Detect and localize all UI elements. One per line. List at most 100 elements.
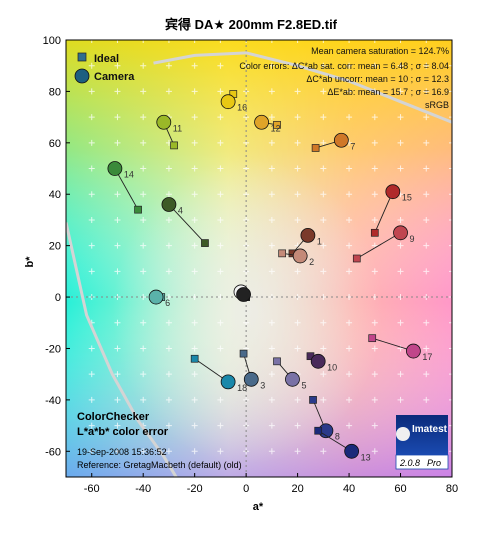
grid-cross [140, 319, 147, 326]
grid-cross [165, 191, 172, 198]
grid-cross [397, 62, 404, 69]
patch-camera-marker [107, 161, 123, 176]
grid-crosses [88, 40, 452, 455]
patch-ideal-marker [309, 396, 317, 404]
patch-ideal-marker [311, 144, 320, 152]
legend-ideal-swatch [77, 52, 87, 62]
y-tick-label: -60 [45, 446, 61, 458]
grid-cross [140, 88, 147, 95]
grid-cross [165, 319, 172, 326]
grid-cross [88, 345, 95, 352]
grid-cross [191, 165, 198, 172]
grid-cross [449, 448, 452, 455]
grid-cross [114, 191, 121, 198]
grid-cross [88, 448, 95, 455]
grid-cross [449, 191, 452, 198]
patch-number-label: 7 [350, 141, 355, 151]
grid-cross [397, 396, 404, 403]
grid-cross [191, 268, 198, 275]
grid-cross [165, 396, 172, 403]
grid-cross [423, 165, 430, 172]
y-tick-label: 0 [55, 292, 61, 304]
grid-cross [140, 242, 147, 249]
x-tick-label: 40 [343, 483, 355, 495]
patch-camera-marker [405, 343, 421, 359]
plot-frame [65, 39, 453, 478]
grid-cross [371, 396, 378, 403]
grid-cross [268, 448, 275, 455]
grid-cross [346, 268, 353, 275]
patch-ideal-marker [273, 357, 281, 366]
annotation-delta-e: ΔE*ab: mean = 15.7 ; σ = 16.9 [327, 87, 449, 97]
grid-cross [114, 371, 121, 378]
grid-cross [294, 396, 301, 403]
grid-cross [371, 139, 378, 146]
grid-cross [371, 319, 378, 326]
grid-cross [140, 114, 147, 121]
y-tick-label: 60 [49, 138, 61, 150]
grid-cross [423, 319, 430, 326]
grid-cross [140, 139, 147, 146]
grid-cross [320, 114, 327, 121]
srgb-gamut-boundary-left [66, 222, 178, 477]
y-tick-label: 100 [43, 35, 61, 47]
annotation-uncorr: ΔC*ab uncorr: mean = 10 ; σ = 12.3 [306, 74, 449, 84]
grid-cross [346, 422, 353, 429]
grid-cross [423, 268, 430, 275]
y-tick-label: 40 [49, 189, 61, 201]
patch-camera-marker [148, 289, 164, 305]
grid-cross [320, 165, 327, 172]
grid-cross [346, 62, 353, 69]
legend-camera-label: Camera [94, 71, 135, 83]
grid-cross [294, 114, 301, 121]
patch-camera-marker [310, 353, 326, 369]
grid-cross [165, 216, 172, 223]
grid-cross [397, 345, 404, 352]
grid-cross [88, 242, 95, 249]
grid-cross [165, 422, 172, 429]
patch-ideal-marker [273, 120, 281, 129]
grid-cross [165, 448, 172, 455]
legend-camera-swatch [74, 68, 90, 84]
grid-cross [217, 422, 224, 429]
grid-cross [217, 191, 224, 198]
grid-cross [140, 396, 147, 403]
x-tick-label: 80 [446, 483, 458, 495]
grid-cross [217, 216, 224, 223]
grid-cross [191, 448, 198, 455]
logo-name: Imatest [412, 424, 448, 435]
patch-number-label: 14 [124, 170, 134, 180]
grid-cross [423, 139, 430, 146]
grid-cross [191, 40, 198, 43]
grid-cross [88, 165, 95, 172]
patch-ideal-marker [239, 349, 248, 358]
y-tick-label: -20 [45, 343, 61, 355]
grid-cross [165, 62, 172, 69]
grid-cross [114, 242, 121, 249]
grid-cross [140, 268, 147, 275]
grid-cross [320, 216, 327, 223]
grid-cross [88, 62, 95, 69]
patch-ideal-marker [170, 141, 178, 150]
footer-reference: Reference: GretagMacbeth (default) (old) [77, 460, 242, 470]
grid-cross [268, 114, 275, 121]
patch-number-label: 2 [309, 257, 314, 267]
patch-number-label: 3 [260, 380, 265, 390]
patch-camera-marker [161, 197, 177, 212]
grid-cross [191, 242, 198, 249]
grid-cross [449, 114, 452, 121]
grid-cross [346, 216, 353, 223]
patch-camera-marker [254, 114, 269, 130]
annotation-sat-corr: Color errors: ΔC*ab sat. corr: mean = 6.… [239, 61, 449, 71]
footer-title-2: L*a*b* color error [77, 426, 169, 438]
grid-cross [397, 216, 404, 223]
chart-footer: ColorChecker L*a*b* color error 19-Sep-2… [77, 411, 242, 470]
grid-cross [320, 242, 327, 249]
y-axis-ticks: -60 -40 -20 0 20 40 60 80 100 [43, 35, 70, 458]
grid-cross [114, 88, 121, 95]
patch-ideal-marker [201, 239, 209, 247]
grid-cross [268, 139, 275, 146]
grid-cross [88, 371, 95, 378]
x-tick-label: 0 [243, 483, 249, 495]
grid-cross [346, 345, 353, 352]
